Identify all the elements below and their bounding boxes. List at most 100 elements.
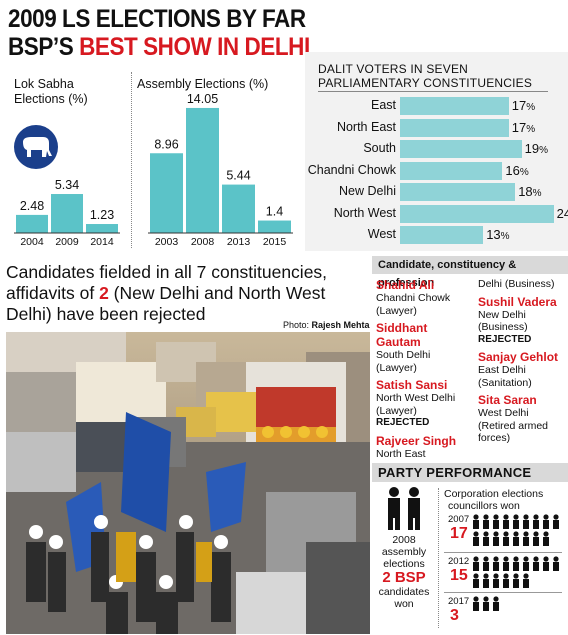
photo-credit-label: Photo:: [283, 320, 312, 330]
headline-line1: 2009 LS ELECTIONS BY FAR: [8, 5, 306, 33]
ls-category-2009: 2009: [55, 236, 79, 248]
dalit-value-new-delhi: 18%: [518, 184, 542, 199]
councillor-icon: [523, 531, 529, 546]
pp-year-2007: 2007: [448, 514, 470, 525]
dalit-value-chandni-chowk: 16%: [505, 162, 529, 178]
story-title-line3: Delhi) have been rejected: [6, 304, 206, 324]
ls-category-2014: 2014: [90, 236, 114, 248]
councillor-icon: [543, 531, 549, 546]
roster-col2-item: Sita Saran West Delhi (Retired armed forc…: [478, 393, 568, 445]
pp-year-2012: 2012: [448, 556, 470, 567]
dalit-bar-chandni-chowk: [400, 161, 503, 180]
councillor-icon: [473, 573, 479, 588]
candidate-name: Sanjay Gehlot: [478, 350, 559, 364]
lok-sabha-chart: 2.48 2004 5.34 2009 1.23 2014: [14, 178, 120, 248]
candidate-name: Shahid Ali: [376, 278, 435, 292]
candidate-detail: West Delhi (Retired armed forces): [478, 407, 549, 444]
pp-left-line3: elections: [383, 558, 425, 570]
candidate-detail: New Delhi (Business): [478, 308, 528, 334]
roster-col1-item: Rajveer Singh North East: [376, 434, 472, 461]
dalit-value-north-east: 17%: [511, 119, 536, 135]
roster-col2-item: Sanjay Gehlot East Delhi (Sanitation): [478, 350, 568, 389]
headline-line2: BSP’S BEST SHOW IN DELHI: [8, 33, 310, 61]
candidate-name: Satish Sansi: [376, 378, 448, 392]
dalit-category-chandni-chowk: Chandni Chowk: [307, 162, 396, 177]
pp-row-rule: [444, 592, 562, 593]
rally-photo: [6, 332, 370, 634]
pp-left-line2: assembly: [381, 546, 427, 558]
roster-col2-list: Sushil Vadera New Delhi (Business) REJECTE…: [478, 295, 568, 445]
candidate-detail: East Delhi (Sanitation): [478, 364, 532, 389]
dalit-title-rule: [318, 91, 548, 92]
roster-col1-item: Siddhant Gautam South Delhi (Lawyer): [376, 321, 472, 374]
headline-line2-black: BSP’S: [8, 33, 80, 61]
councillor-icon: [483, 556, 489, 571]
councillor-icon: [503, 573, 509, 588]
photo-credit: Photo: Rajesh Mehta: [283, 320, 370, 330]
ls-value-2009: 5.34: [55, 178, 79, 192]
pp-councillor-icons-2007: [473, 514, 559, 546]
chart-divider: [131, 72, 132, 248]
ls-bar-2009: [51, 194, 83, 233]
councillor-icon: [513, 573, 519, 588]
councillor-icon: [473, 556, 479, 571]
ls-value-2014: 1.23: [90, 208, 114, 222]
candidate-name: Sita Saran: [478, 393, 537, 407]
as-category-2013: 2013: [227, 236, 251, 248]
councillor-icon: [553, 556, 559, 571]
councillor-icon: [493, 596, 499, 611]
councillor-icon: [473, 514, 479, 529]
dalit-value-north-west: 24%: [556, 205, 568, 221]
councillor-icon: [533, 556, 539, 571]
pp-year-2017: 2017: [448, 596, 470, 607]
pp-row-rule: [444, 552, 562, 553]
dalit-category-north-east: North East: [336, 119, 396, 134]
dalit-title-line2: PARLIAMENTARY CONSTITUENCIES: [318, 76, 533, 90]
story-title-line2: affidavits of 2 (New Delhi and North Wes…: [6, 283, 368, 304]
candidate-detail: South Delhi (Lawyer): [376, 349, 431, 374]
dalit-bar-south: [400, 140, 522, 158]
two-person-icon: [388, 487, 420, 530]
story-title-line1: Candidates fielded in all 7 constituenci…: [6, 262, 328, 282]
as-bar-2003: [150, 153, 183, 233]
roster-col1-item: Shahid Ali Chandni Chowk (Lawyer): [376, 278, 472, 317]
roster-header: Candidate, constituency & profession: [372, 256, 568, 289]
candidate-detail: North West Delhi (Lawyer): [376, 392, 456, 417]
councillor-icon: [483, 573, 489, 588]
pp-right-title: Corporation elections councillors won: [444, 488, 568, 512]
roster-col2-top: Delhi (Business): [478, 278, 555, 290]
councillor-icon: [503, 556, 509, 571]
as-value-2015: 1.4: [266, 205, 283, 219]
dalit-category-south: South: [363, 141, 396, 155]
pp-count-2012: 15: [450, 567, 468, 584]
roster-col1-item: Satish Sansi North West Delhi (Lawyer) REJ…: [376, 378, 472, 430]
story-line2-post: (New Delhi and North West: [108, 283, 326, 303]
ls-bar-2004: [16, 214, 48, 233]
dalit-value-east: 17%: [511, 98, 536, 113]
dalit-bar-west: [400, 226, 484, 244]
bsp-elephant-icon: [14, 125, 58, 169]
dalit-bar-east: [400, 97, 509, 115]
dalit-value-west: 13%: [486, 227, 510, 242]
pp-councillor-icons-2012: [473, 556, 559, 588]
councillor-icon: [543, 514, 549, 529]
as-category-2008: 2008: [191, 236, 215, 248]
pp-left-line4: candidates: [378, 586, 430, 598]
ls-value-2004: 2.48: [20, 199, 44, 213]
councillor-icon: [523, 573, 529, 588]
councillor-icon: [493, 573, 499, 588]
councillor-icon: [493, 514, 499, 529]
as-value-2003: 8.96: [154, 137, 178, 151]
councillor-icon: [473, 531, 479, 546]
pp-left-big: 2 BSP: [382, 569, 426, 586]
councillor-icon: [513, 556, 519, 571]
pp-left-line5: won: [394, 598, 414, 610]
as-category-2015: 2015: [263, 236, 287, 248]
story-title: Candidates fielded in all 7 constituenci…: [6, 262, 368, 325]
pp-councillor-icons-2017: [473, 596, 499, 611]
councillor-icon: [533, 531, 539, 546]
pp-left-line1: 2008: [392, 534, 416, 546]
dalit-voters-title: DALIT VOTERS IN SEVEN PARLIAMENTARY CONS…: [318, 62, 532, 90]
candidate-detail: Chandni Chowk (Lawyer): [376, 292, 451, 317]
candidate-name: Sushil Vadera: [478, 294, 557, 309]
